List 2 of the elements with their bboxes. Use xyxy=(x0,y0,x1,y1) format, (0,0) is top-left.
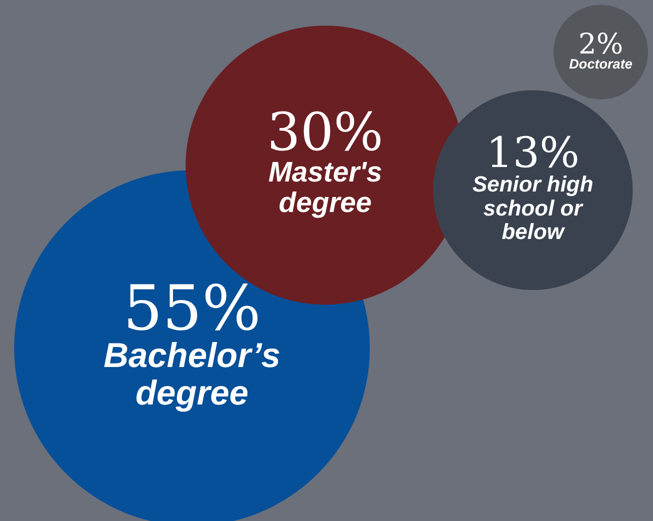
category-label: Bachelor’s degree xyxy=(104,337,280,412)
category-label: Senior high school or below xyxy=(472,172,594,244)
